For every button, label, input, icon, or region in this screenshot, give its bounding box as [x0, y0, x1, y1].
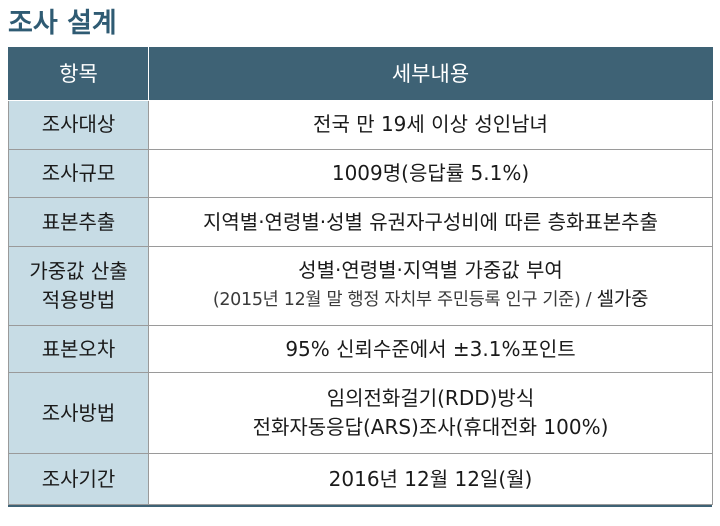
row-content-weighting: 성별·연령별·지역별 가중값 부여 (2015년 12월 말 행정 자치부 주민… — [148, 246, 713, 326]
note-emphasis: 셀가중 — [596, 288, 649, 311]
row-content-text-line-2: 전화자동응답(ARS)조사(휴대전화 100%) — [252, 415, 609, 440]
header-item: 항목 — [8, 47, 149, 101]
row-content-scale: 1009명(응답률 5.1%) — [148, 148, 713, 199]
note-text: (2015년 12월 말 행정 자치부 주민등록 인구 기준) / — [212, 290, 597, 311]
row-content-method: 임의전화걸기(RDD)방식 전화자동응답(ARS)조사(휴대전화 100%) — [148, 372, 713, 455]
row-label-text: 표본추출 — [41, 209, 116, 234]
row-label-scale: 조사규모 — [8, 148, 149, 199]
row-label-period: 조사기간 — [8, 453, 149, 505]
row-content-text: 1009명(응답률 5.1%) — [331, 161, 530, 185]
table-row: 조사규모 1009명(응답률 5.1%) — [8, 148, 713, 199]
row-label-sampling: 표본추출 — [8, 197, 149, 248]
table-row: 표본추출 지역별·연령별·성별 유권자구성비에 따른 층화표본추출 — [8, 197, 713, 248]
table-row: 조사대상 전국 만 19세 이상 성인남녀 — [8, 100, 713, 150]
row-label-text: 조사방법 — [41, 400, 116, 425]
row-content-text: 95% 신뢰수준에서 ±3.1%포인트 — [285, 336, 576, 361]
row-label-text: 조사기간 — [41, 466, 116, 491]
row-label-text: 조사대상 — [41, 112, 116, 137]
survey-design-table: 항목 세부내용 조사대상 전국 만 19세 이상 성인남녀 조사규모 1009명… — [8, 47, 713, 505]
row-label-text: 조사규모 — [41, 161, 116, 185]
header-details: 세부내용 — [148, 47, 713, 101]
table-row: 표본오차 95% 신뢰수준에서 ±3.1%포인트 — [8, 324, 713, 374]
row-content-text: 2016년 12월 12일(월) — [328, 466, 533, 491]
row-content-target: 전국 만 19세 이상 성인남녀 — [148, 100, 713, 150]
row-label-text-line-1: 가중값 산출 — [29, 258, 128, 283]
row-content-text: 성별·연령별·지역별 가중값 부여 — [298, 258, 563, 283]
table-header-row: 항목 세부내용 — [8, 47, 713, 101]
row-content-note: (2015년 12월 말 행정 자치부 주민등록 인구 기준) / 셀가중 — [155, 285, 706, 315]
row-content-margin-of-error: 95% 신뢰수준에서 ±3.1%포인트 — [148, 324, 713, 374]
row-content-text: 전국 만 19세 이상 성인남녀 — [313, 112, 548, 137]
row-label-text-line-2: 적용방법 — [41, 287, 116, 312]
table-row: 조사방법 임의전화걸기(RDD)방식 전화자동응답(ARS)조사(휴대전화 10… — [8, 372, 713, 455]
row-content-period: 2016년 12월 12일(월) — [148, 453, 713, 505]
row-label-margin-of-error: 표본오차 — [8, 324, 149, 374]
row-label-method: 조사방법 — [8, 372, 149, 455]
table-row: 조사기간 2016년 12월 12일(월) — [8, 453, 713, 505]
row-label-text: 표본오차 — [41, 336, 116, 361]
table-row: 가중값 산출 적용방법 성별·연령별·지역별 가중값 부여 (2015년 12월… — [8, 246, 713, 326]
bottom-divider — [8, 505, 712, 507]
page-title: 조사 설계 — [8, 8, 117, 39]
row-content-text: 지역별·연령별·성별 유권자구성비에 따른 층화표본추출 — [203, 209, 658, 234]
row-content-text-line-1: 임의전화걸기(RDD)방식 — [326, 386, 535, 411]
row-content-sampling: 지역별·연령별·성별 유권자구성비에 따른 층화표본추출 — [148, 197, 713, 248]
row-label-target: 조사대상 — [8, 100, 149, 150]
row-label-weighting: 가중값 산출 적용방법 — [8, 246, 149, 326]
